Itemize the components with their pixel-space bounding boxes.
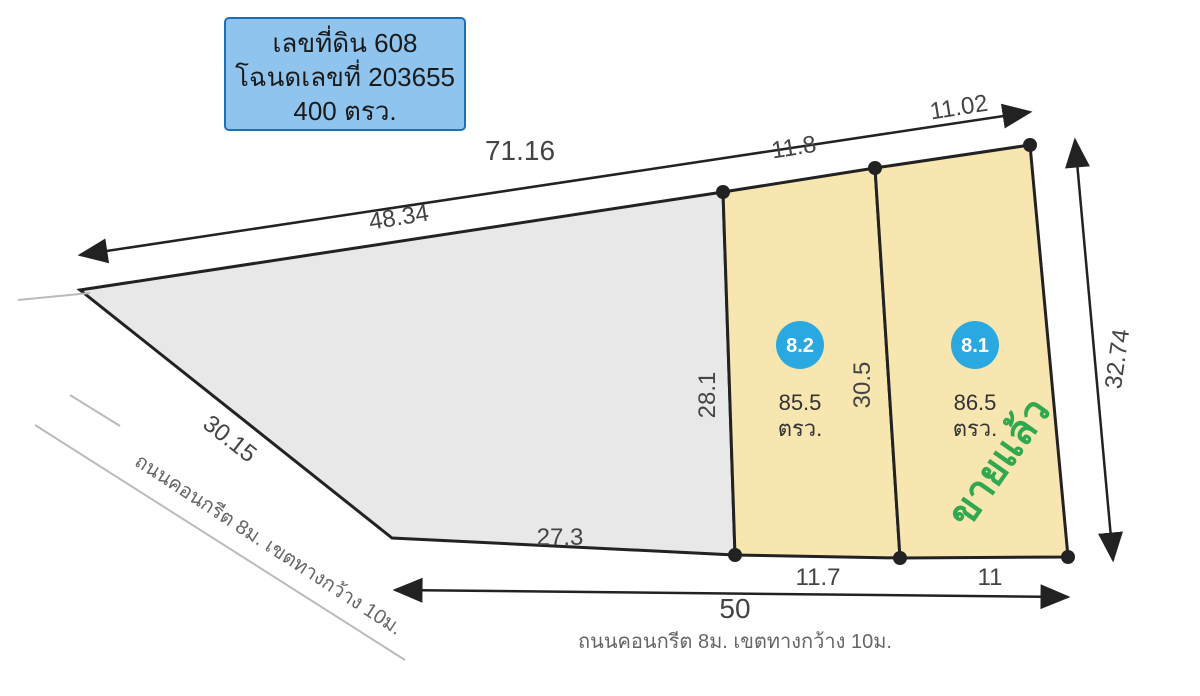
parcel-area-8.2-0: 85.5 xyxy=(779,390,822,415)
road-guideline xyxy=(18,293,90,300)
vertex-dot xyxy=(868,161,882,175)
dim-label-top-71.16: 71.16 xyxy=(485,135,555,166)
plot-grey xyxy=(80,192,735,555)
vertex-dot xyxy=(1061,550,1075,564)
dim-label-30.5: 30.5 xyxy=(849,362,876,409)
parcel-area-8.1-0: 86.5 xyxy=(954,390,997,415)
info-line-0: เลขที่ดิน 608 xyxy=(273,25,418,58)
dim-label-11.7: 11.7 xyxy=(796,564,841,591)
dim-label-48.34: 48.34 xyxy=(367,200,431,236)
road-guideline xyxy=(70,395,120,426)
parcel-area-8.2-1: ตรว. xyxy=(778,416,823,441)
info-line-1: โฉนดเลขที่ 203655 xyxy=(235,59,455,92)
vertex-dot xyxy=(728,548,742,562)
info-line-2: 400 ตรว. xyxy=(293,96,396,126)
parcel-badge-label-8.1: 8.1 xyxy=(961,335,989,357)
dim-label-28.1: 28.1 xyxy=(694,372,721,419)
dim-label-11.8: 11.8 xyxy=(770,131,819,165)
parcel-badge-label-8.2: 8.2 xyxy=(786,335,814,357)
road-bottom: ถนนคอนกรีต 8ม. เขตทางกว้าง 10ม. xyxy=(578,631,892,653)
dim-label-bottom-50: 50 xyxy=(719,593,750,624)
dim-label-27.3: 27.3 xyxy=(537,524,584,551)
vertex-dot xyxy=(1023,138,1037,152)
vertex-dot xyxy=(893,551,907,565)
vertex-dot xyxy=(716,185,730,199)
dim-label-right-32.74: 32.74 xyxy=(1100,327,1135,390)
dim-label-11: 11 xyxy=(978,564,1003,591)
